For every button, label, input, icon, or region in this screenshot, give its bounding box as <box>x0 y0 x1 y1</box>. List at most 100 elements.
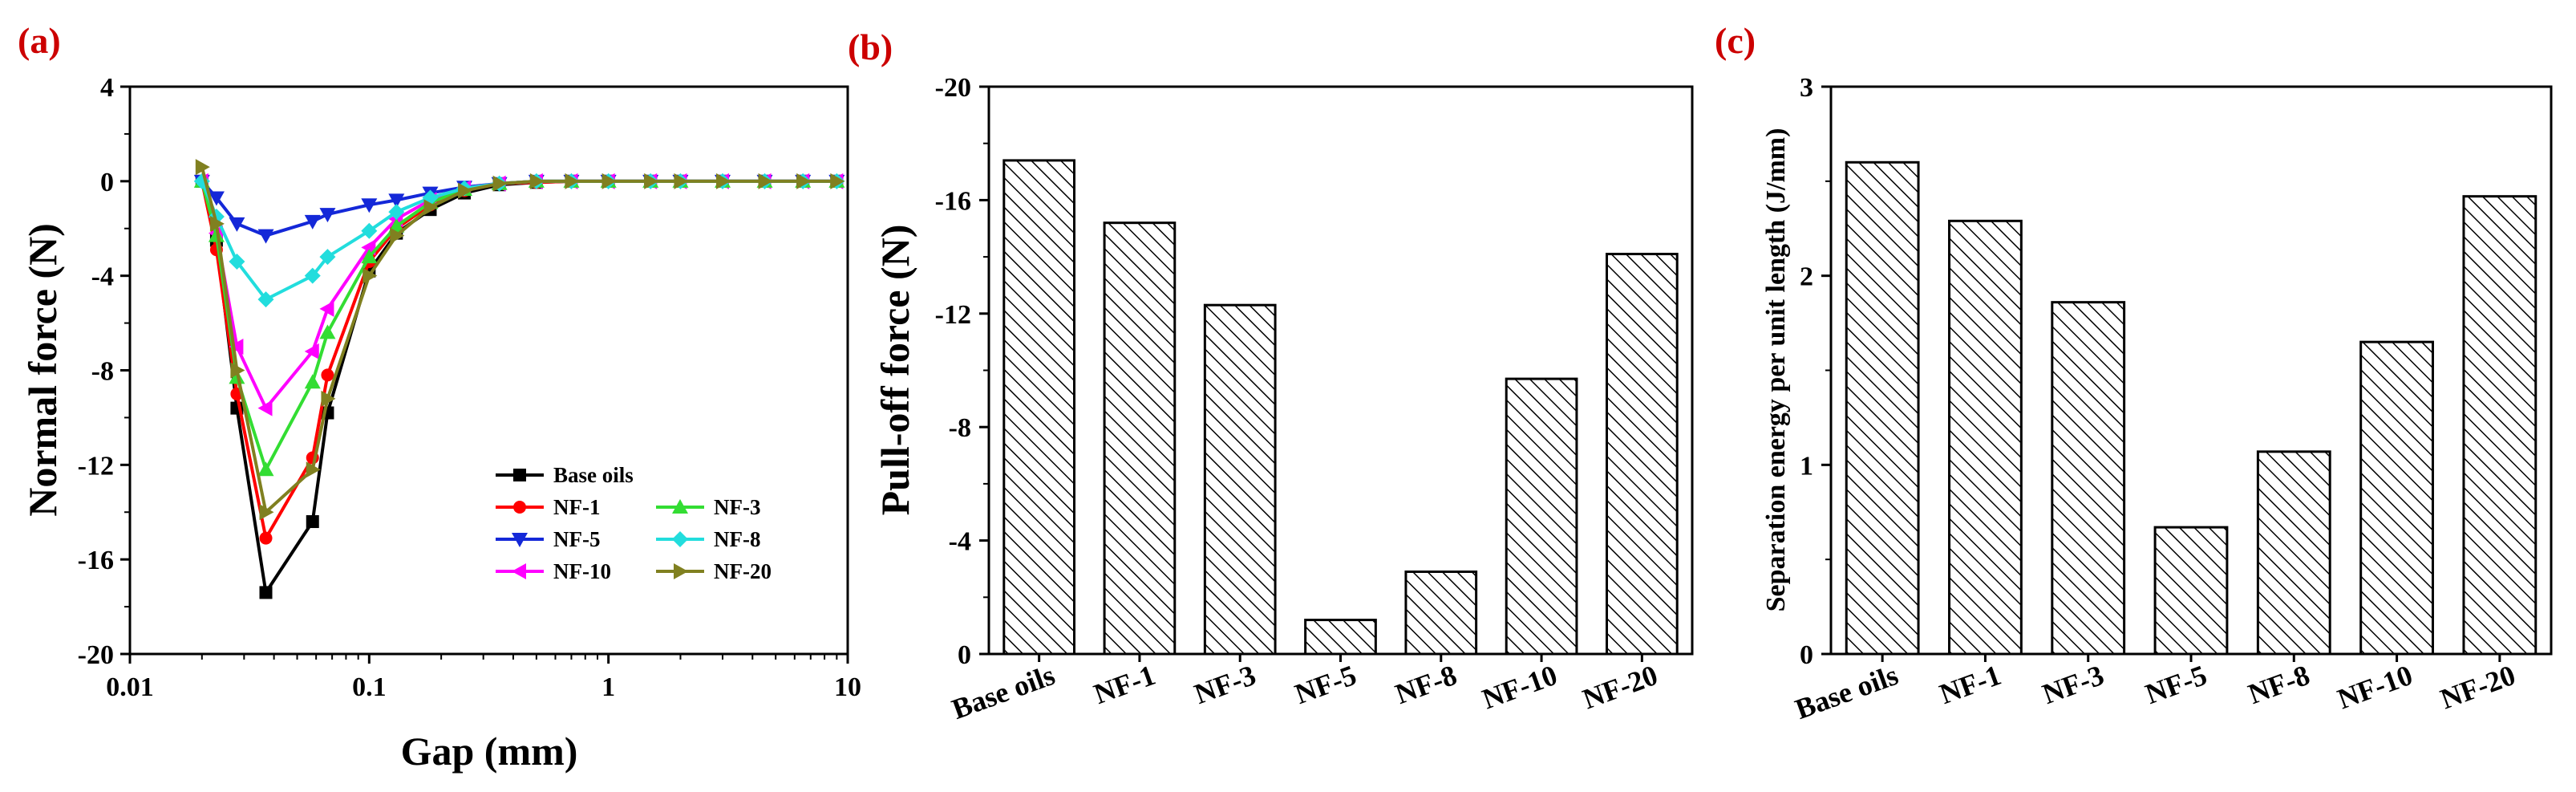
series-nf-5-point <box>304 214 321 229</box>
series-nf-20-point <box>674 173 689 189</box>
panel-c-y-tick-label: 2 <box>1800 262 1813 292</box>
panel-c-bar-nf-20 <box>2462 195 2538 656</box>
legend-marker-base-oils <box>513 469 526 481</box>
panel-b-bar-nf-8 <box>1404 570 1478 656</box>
series-nf-20-point <box>390 227 405 244</box>
legend-entry-nf-3: NF-3 <box>656 495 760 519</box>
panel-c-bar-nf-1 <box>1948 219 2023 656</box>
legend-label-nf-1: NF-1 <box>553 495 600 519</box>
legend-entry-nf-20: NF-20 <box>656 559 772 583</box>
panel-a-y-tick-label: 4 <box>100 73 114 103</box>
series-nf-8-line <box>200 179 837 302</box>
panel-b-x-tick-label-nf-1: NF-1 <box>1090 659 1160 710</box>
series-nf-8-point <box>229 253 245 270</box>
panel-a-y-tick-label: -12 <box>78 451 114 481</box>
panel-c-bars-group <box>1845 160 2538 656</box>
series-nf-20-point <box>321 390 336 407</box>
series-nf-5-point <box>229 217 245 232</box>
panel-b-y-tick-label: -4 <box>949 527 971 557</box>
series-nf-5-point <box>388 193 405 209</box>
series-nf-10-line <box>200 179 837 412</box>
series-nf-5-line <box>200 179 837 238</box>
panel-b-bar-nf-5 <box>1304 619 1377 656</box>
series-base-oils-point <box>306 515 319 529</box>
panel-b-bar-base-oils <box>1002 159 1075 656</box>
legend-label-nf-10: NF-10 <box>553 559 611 583</box>
series-nf-5-point <box>319 208 336 223</box>
panel-a-label: (a) <box>18 20 61 61</box>
panel-c-bar-nf-5 <box>2153 526 2229 656</box>
panel-c-bar-nf-3 <box>2051 301 2126 656</box>
legend-label-nf-5: NF-5 <box>553 527 600 551</box>
panel-b-bar-nf-20 <box>1606 253 1679 656</box>
legend-marker-nf-20 <box>674 563 688 579</box>
panel-b-bar-nf-3 <box>1203 303 1277 656</box>
series-nf-3-point <box>304 374 321 389</box>
series-nf-20-point <box>565 173 580 189</box>
panel-a-x-axis-title: Gap (mm) <box>401 729 578 774</box>
series-nf-10-point <box>304 343 319 359</box>
series-nf-5-point <box>361 198 378 213</box>
series-nf-3-point <box>361 249 378 264</box>
series-nf-8-point <box>257 291 274 308</box>
panel-b-y-axis-title: Pull-off force (N) <box>873 225 917 516</box>
panel-b-y-tick-label: 0 <box>958 640 971 670</box>
series-nf-8-point <box>388 204 405 221</box>
series-nf-3-point <box>319 324 336 339</box>
series-nf-5-point <box>208 191 225 206</box>
series-nf-1-point <box>321 368 334 382</box>
panel-b-y-tick-label: -20 <box>935 73 971 103</box>
panel-b-bar-nf-1 <box>1103 221 1177 656</box>
legend-label-base-oils: Base oils <box>553 463 634 487</box>
panel-c-label: (c) <box>1715 20 1756 61</box>
panel-c-bar-nf-10 <box>2359 340 2434 656</box>
series-nf-20-point <box>716 173 731 189</box>
series-nf-8 <box>193 173 845 308</box>
panel-b-x-tick-label-nf-20: NF-20 <box>1578 659 1662 715</box>
panel-c-x-tick-label-nf-3: NF-3 <box>2038 659 2108 710</box>
series-nf-20-point <box>209 215 225 232</box>
panel-c-bar-nf-8 <box>2256 450 2331 656</box>
series-nf-20-line <box>200 166 837 516</box>
panel-c-y-tick-label: 3 <box>1800 73 1813 103</box>
series-nf-5-point <box>257 229 274 244</box>
panel-c-x-tick-label-nf-8: NF-8 <box>2244 659 2314 710</box>
panel-a-y-tick-label: -20 <box>78 640 114 670</box>
panel-a-y-tick-label: -16 <box>78 546 114 575</box>
panel-b-y-tick-label: -12 <box>935 300 971 330</box>
series-nf-3-point <box>257 461 274 477</box>
panel-c-x-tick-label-nf-5: NF-5 <box>2141 659 2211 710</box>
panel-a-x-tick-label: 0.01 <box>106 672 154 702</box>
panel-b-plot-frame <box>987 85 1694 656</box>
series-nf-20 <box>195 159 845 521</box>
series-nf-10 <box>193 173 844 416</box>
panel-c-y-tick-label: 0 <box>1800 640 1813 670</box>
series-nf-20-point <box>195 159 210 176</box>
series-nf-20-point <box>644 173 659 189</box>
series-nf-20-point <box>830 173 845 189</box>
series-nf-8-point <box>319 249 336 266</box>
legend-marker-nf-1 <box>513 501 526 514</box>
series-nf-20-point <box>363 267 378 284</box>
panel-b-label: (b) <box>848 26 893 67</box>
legend-label-nf-3: NF-3 <box>714 495 760 519</box>
panel-a-y-axis-title: Normal force (N) <box>20 223 65 517</box>
panel-b-x-tick-label-nf-8: NF-8 <box>1391 659 1461 710</box>
series-nf-10-point <box>319 300 334 317</box>
series-base-oils-point <box>259 586 273 599</box>
panel-b-bar-nf-10 <box>1505 377 1578 656</box>
panel-c-x-tick-label-nf-1: NF-1 <box>1935 659 2005 710</box>
panel-c-y-axis-title: Separation energy per unit length (J/mm) <box>1761 128 1791 612</box>
panel-a-x-tick-label: 10 <box>834 672 861 702</box>
series-nf-5 <box>193 174 845 244</box>
legend-label-nf-8: NF-8 <box>714 527 760 551</box>
series-nf-8-point <box>304 267 321 284</box>
series-nf-10-point <box>257 400 273 416</box>
legend-marker-nf-10 <box>512 563 526 579</box>
series-nf-3 <box>193 173 845 477</box>
legend-entry-nf-5: NF-5 <box>496 527 600 551</box>
legend-label-nf-20: NF-20 <box>714 559 772 583</box>
panel-b-y-tick-label: -8 <box>949 413 971 443</box>
